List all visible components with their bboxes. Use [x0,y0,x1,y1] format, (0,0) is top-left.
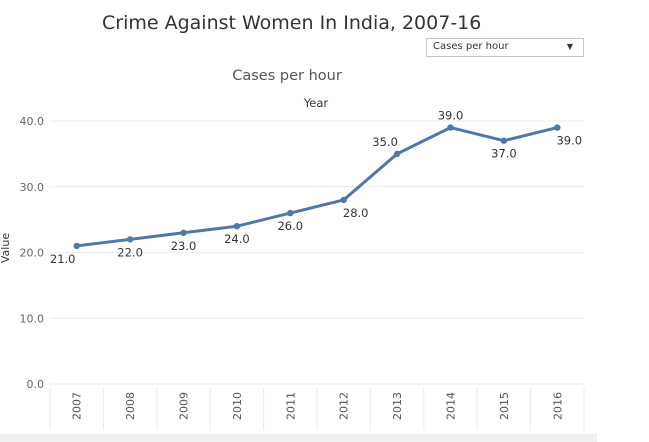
data-label: 39.0 [556,134,582,148]
x-tick-label: 2008 [124,392,137,420]
x-tick-label: 2007 [71,392,84,420]
series-line-layer [75,126,559,248]
y-axis-ticks: 0.0 10.0 20.0 30.0 40.0 [20,115,45,391]
data-point[interactable] [500,137,508,144]
chevron-down-icon: ▼ [566,42,573,51]
data-point[interactable] [287,209,294,217]
data-labels: 21.0 22.0 23.0 24.0 26.0 28.0 35.0 39.0 37.0 39.0 [50,109,582,266]
x-tick-label: 2012 [338,392,351,420]
footer-bar [0,434,597,442]
data-point[interactable] [340,196,347,204]
x-tick-label: 2010 [231,392,244,420]
y-tick-label: 10.0 [20,312,45,325]
data-label: 39.0 [438,109,464,123]
page-title: Crime Against Women In India, 2007-16 [102,12,482,34]
data-label: 23.0 [171,239,197,253]
x-tick-label: 2011 [284,392,297,420]
series-line [75,126,559,248]
data-point[interactable] [126,236,134,243]
dropdown-selected-value: Cases per hour [433,41,509,52]
data-label: 24.0 [224,232,250,246]
x-tick-label: 2013 [391,392,404,420]
data-point[interactable] [73,242,80,250]
measure-dropdown[interactable]: Cases per hour ▼ [426,38,584,57]
x-axis-ticks: 2007 2008 2009 2010 2011 2012 2013 2014 2015 2016 [71,392,565,420]
data-points [73,124,561,250]
column-header-year: Year [303,96,329,110]
y-tick-label: 20.0 [20,247,45,260]
y-axis-label: Value [0,233,12,263]
data-label: 22.0 [117,245,143,259]
data-label: 21.0 [50,252,76,266]
data-label: 35.0 [372,135,398,149]
y-tick-label: 0.0 [27,378,45,391]
data-point[interactable] [180,229,187,236]
x-tick-label: 2014 [445,392,458,420]
grid-lines [49,120,585,430]
x-tick-label: 2016 [551,392,564,420]
x-tick-label: 2015 [498,392,511,420]
x-tick-label: 2009 [178,392,191,420]
y-tick-label: 40.0 [20,115,45,128]
data-label: 28.0 [343,206,369,220]
data-label: 26.0 [277,219,303,233]
data-point[interactable] [554,124,561,131]
data-label: 37.0 [491,147,517,161]
data-point[interactable] [447,124,454,131]
data-point[interactable] [393,150,401,158]
chart-title: Cases per hour [232,68,342,84]
y-tick-label: 30.0 [20,181,45,194]
data-point[interactable] [233,223,241,230]
